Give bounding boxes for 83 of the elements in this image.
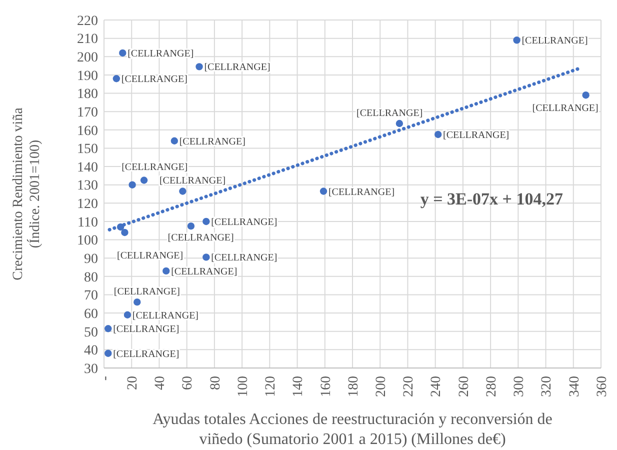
x-tick-label: 60 bbox=[180, 376, 196, 390]
data-label: [CELLRANGE] bbox=[443, 130, 510, 141]
data-label: [CELLRANGE] bbox=[356, 108, 423, 119]
y-tick-label: 200 bbox=[77, 50, 98, 66]
point bbox=[202, 254, 210, 261]
point bbox=[320, 188, 328, 195]
data-label: [CELLRANGE] bbox=[168, 232, 234, 244]
y-tick-label: 60 bbox=[84, 306, 98, 322]
point bbox=[128, 181, 136, 188]
y-tick-label: 220 bbox=[77, 14, 98, 29]
x-tick-label: 160 bbox=[318, 376, 334, 397]
y-tick-label: 110 bbox=[78, 215, 98, 230]
data-label: [CELLRANGE] bbox=[522, 36, 588, 47]
point bbox=[187, 222, 195, 230]
point bbox=[112, 75, 120, 82]
x-tick-label: 240 bbox=[429, 376, 444, 397]
y-tick-label: 30 bbox=[84, 362, 98, 377]
x-tick-label: 200 bbox=[374, 376, 390, 397]
point bbox=[124, 311, 132, 318]
y-tick-label: 130 bbox=[77, 178, 98, 194]
x-tick-label: - bbox=[98, 376, 113, 381]
data-label: [CELLRANGE] bbox=[128, 48, 194, 60]
point bbox=[202, 218, 210, 226]
point bbox=[170, 137, 178, 144]
point bbox=[179, 188, 186, 195]
y-tick-label: 180 bbox=[77, 87, 98, 102]
data-label: [CELLRANGE] bbox=[113, 348, 180, 360]
point bbox=[104, 350, 112, 357]
data-label: [CELLRANGE] bbox=[122, 162, 188, 173]
x-tick-label: 260 bbox=[456, 376, 472, 397]
x-axis-title: Ayudas totales Acciones de reestructuración y reconversión de viñedo (Sumatorio 2001 a 2015) (Millones de€) bbox=[152, 411, 552, 448]
y-tick-label: 50 bbox=[84, 325, 98, 340]
point bbox=[513, 36, 520, 44]
point bbox=[196, 63, 203, 70]
data-label: [CELLRANGE] bbox=[132, 310, 199, 322]
data-label: [CELLRANGE] bbox=[204, 62, 270, 74]
point bbox=[140, 176, 148, 184]
data-label: [CELLRANGE] bbox=[179, 136, 246, 148]
data-label: [CELLRANGE] bbox=[328, 186, 395, 198]
data-label: [CELLRANGE] bbox=[159, 176, 226, 187]
y-tick-label: 190 bbox=[77, 68, 98, 84]
data-label: [CELLRANGE] bbox=[113, 324, 180, 336]
point bbox=[119, 49, 126, 57]
y-tick-label: 170 bbox=[77, 105, 98, 120]
y-tick-label: 140 bbox=[77, 160, 98, 176]
x-tick-label: 120 bbox=[264, 376, 279, 397]
data-label: [CELLRANGE] bbox=[211, 252, 278, 264]
y-tick-label: 120 bbox=[77, 197, 98, 212]
data-label: [CELLRANGE] bbox=[171, 266, 238, 278]
x-tick-label: 300 bbox=[512, 376, 528, 397]
x-tick-label: 320 bbox=[540, 376, 555, 397]
point bbox=[104, 325, 112, 332]
data-label: [CELLRANGE] bbox=[121, 74, 188, 86]
x-tick-label: 140 bbox=[291, 376, 306, 397]
y-tick-label: 160 bbox=[77, 124, 98, 139]
point bbox=[121, 228, 128, 236]
point bbox=[134, 298, 141, 306]
y-tick-label: 90 bbox=[84, 252, 98, 268]
x-tick-label: 20 bbox=[126, 376, 141, 390]
point bbox=[434, 130, 442, 138]
data-label: [CELLRANGE] bbox=[114, 286, 180, 298]
x-tick-label: 80 bbox=[208, 376, 224, 390]
x-tick-label: 180 bbox=[346, 376, 362, 397]
x-tick-label: 340 bbox=[567, 376, 582, 397]
y-tick-label: 40 bbox=[84, 344, 98, 359]
x-tick-label: 100 bbox=[236, 376, 251, 397]
data-label: [CELLRANGE] bbox=[117, 250, 184, 262]
x-tick-label: 360 bbox=[594, 376, 610, 397]
x-tick-label: 40 bbox=[153, 376, 168, 390]
y-axis-title: Crecimiento Rendimiento viña (Índice. 2001=100) bbox=[11, 106, 43, 280]
y-tick-label: 210 bbox=[77, 32, 98, 48]
annotation: y = 3E-07x + 104,27 bbox=[420, 189, 564, 208]
y-tick-label: 80 bbox=[84, 270, 98, 286]
x-tick-label: 220 bbox=[402, 376, 417, 397]
y-tick-label: 70 bbox=[84, 288, 98, 304]
y-tick-label: 100 bbox=[77, 234, 98, 249]
y-tick-label: 150 bbox=[77, 142, 98, 158]
data-label: [CELLRANGE] bbox=[211, 216, 278, 228]
data-label: [CELLRANGE] bbox=[532, 103, 598, 114]
point bbox=[396, 120, 404, 128]
point bbox=[162, 267, 170, 275]
x-tick-label: 280 bbox=[484, 376, 500, 397]
point bbox=[582, 91, 590, 99]
